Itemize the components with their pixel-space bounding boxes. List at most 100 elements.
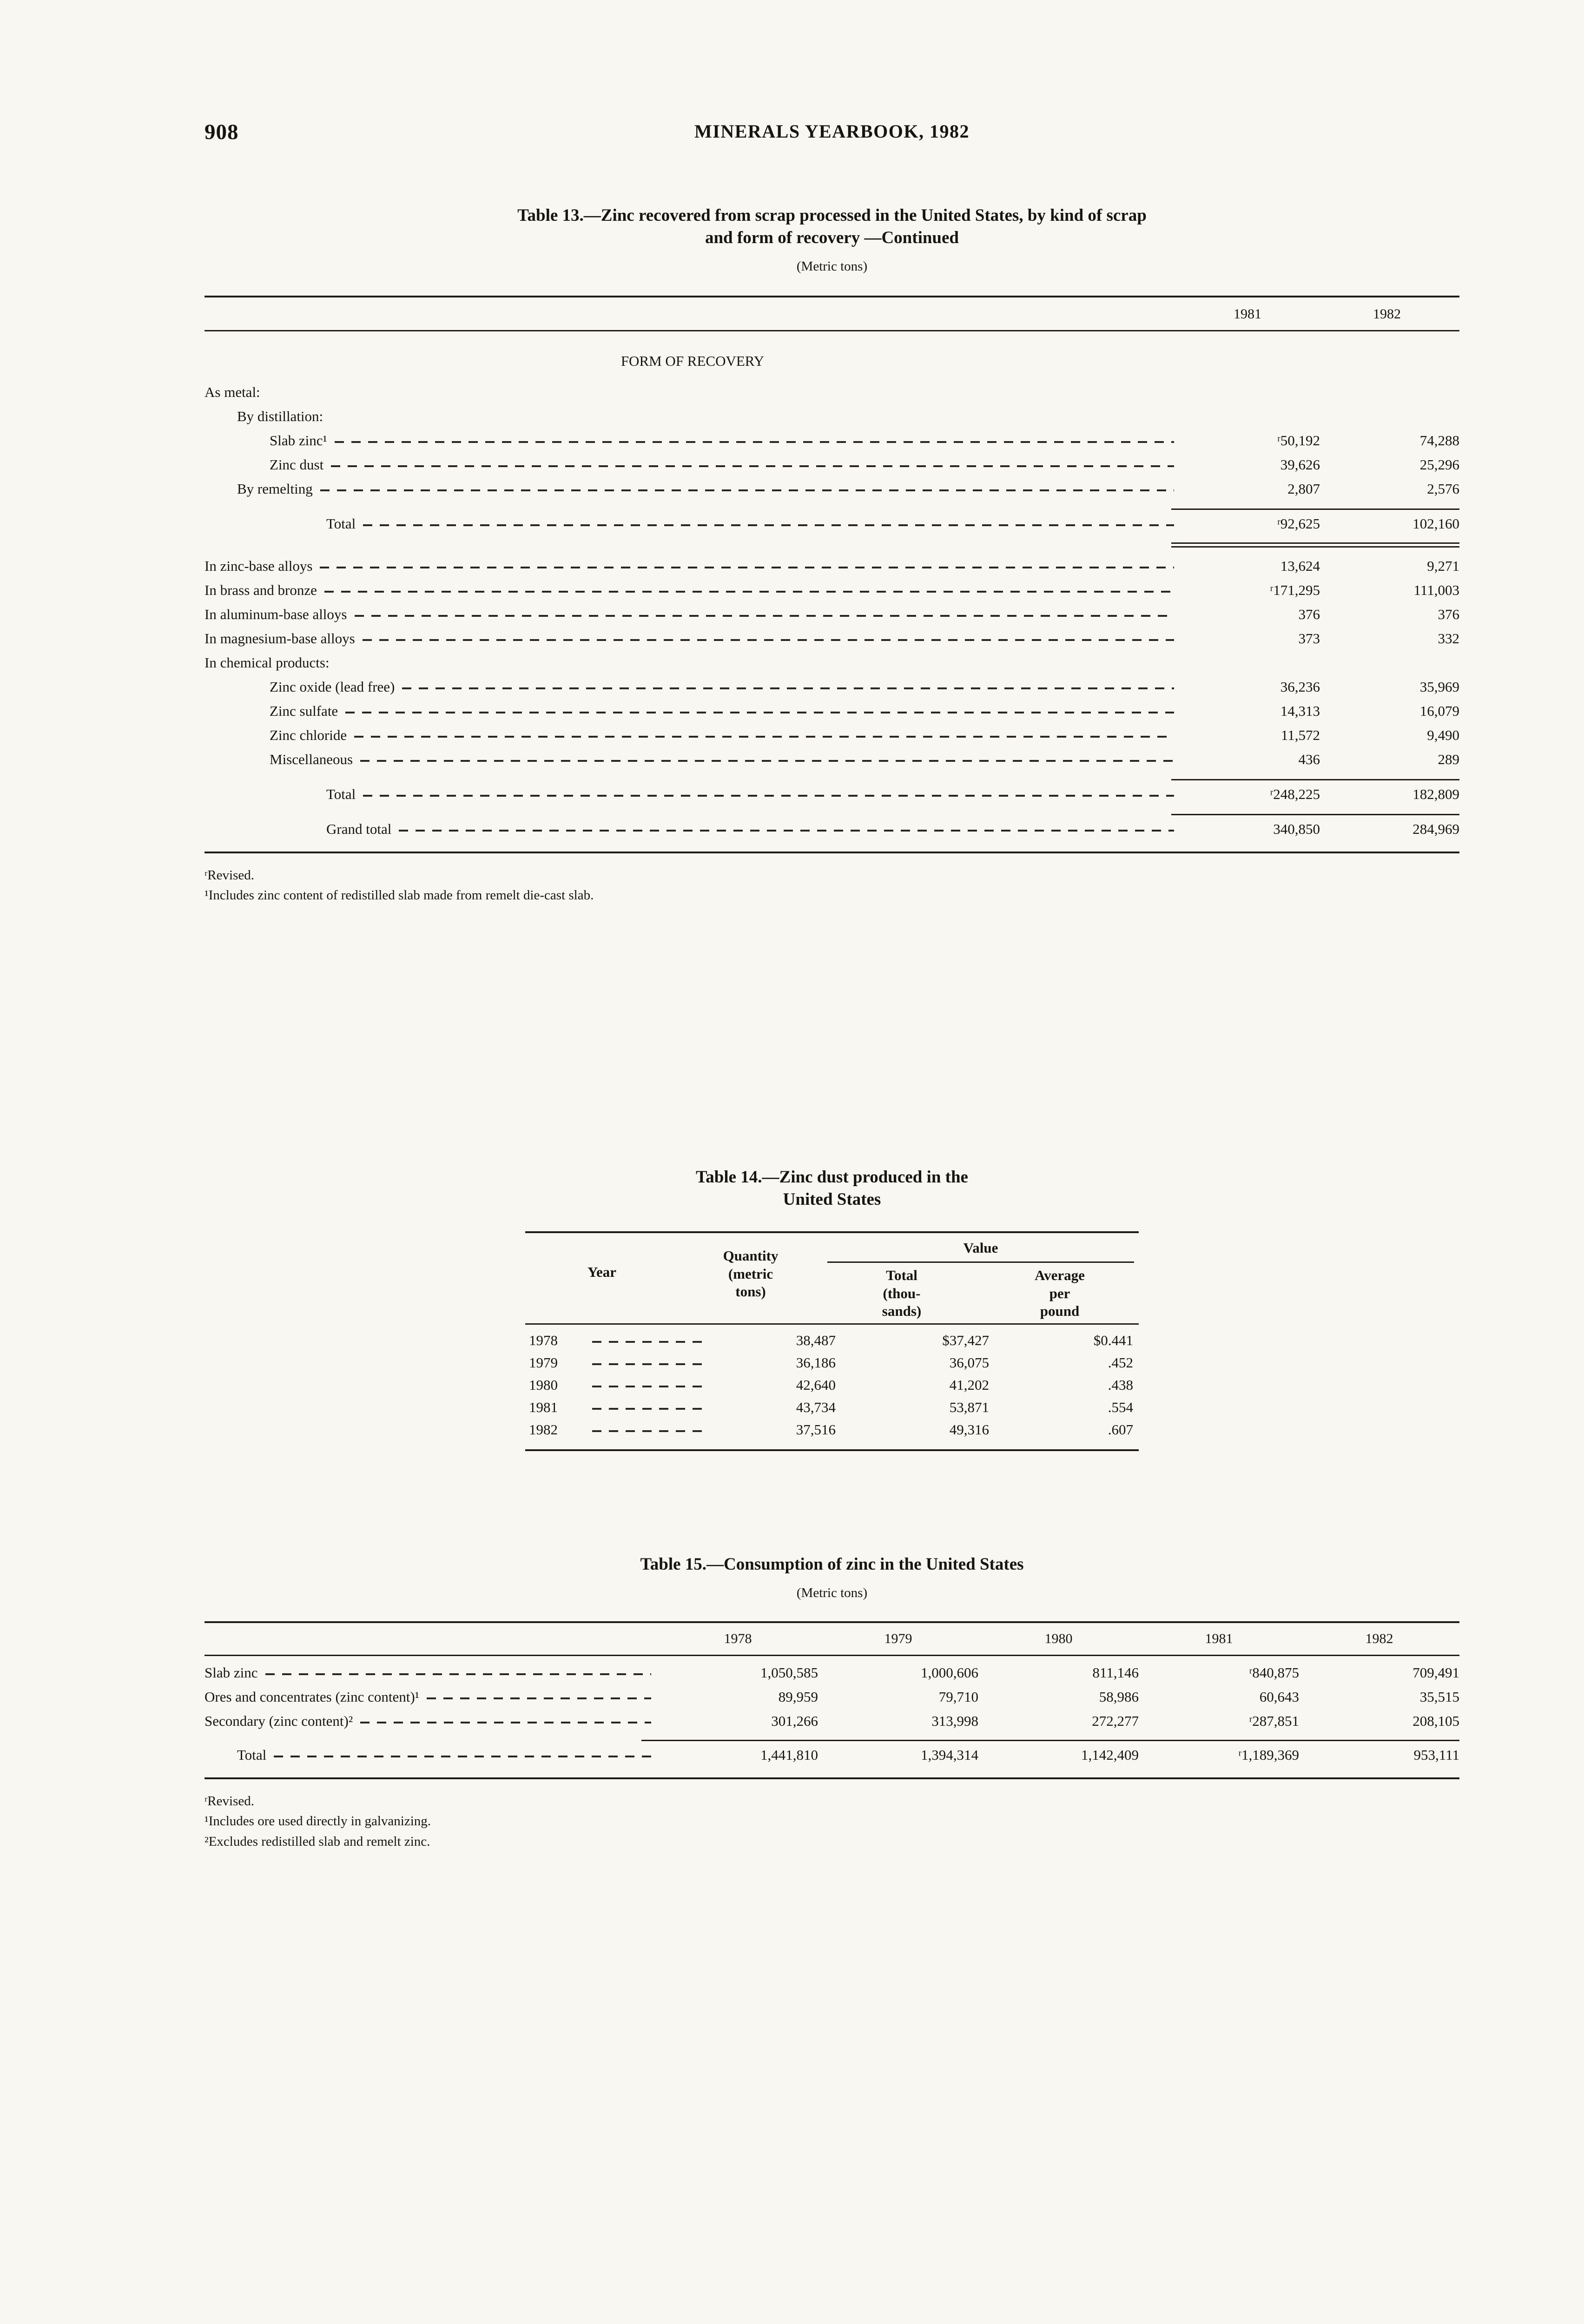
row-label: Secondary (zinc content)² xyxy=(205,1712,353,1729)
dash-leader xyxy=(592,1363,704,1366)
row-label: In brass and bronze xyxy=(205,581,317,598)
column-header-1981: 1981 xyxy=(1234,306,1261,322)
table13-header-rule xyxy=(205,330,1459,331)
dash-leader xyxy=(320,489,1174,491)
table-row-total: Total 1,441,810 1,394,314 1,142,409 ʳ1,1… xyxy=(205,1745,1459,1769)
cell-1981: 13,624 xyxy=(1280,557,1320,574)
table13-bottom-rule xyxy=(205,851,1459,853)
column-header-value: Value xyxy=(827,1238,1134,1263)
cell-1982: 332 xyxy=(1438,630,1460,647)
dash-leader xyxy=(402,687,1174,689)
dash-leader xyxy=(362,639,1174,641)
subtotal-rule xyxy=(1171,779,1459,780)
table13-section: Table 13.—Zinc recovered from scrap proc… xyxy=(205,205,1459,906)
table15: 1978 1979 1980 1981 1982 Slab zinc 1,050… xyxy=(205,1621,1459,1779)
cell-1982: 2,576 xyxy=(1427,480,1459,497)
row-label: Ores and concentrates (zinc content)¹ xyxy=(205,1688,420,1705)
table-row: In zinc-base alloys 13,624 9,271 xyxy=(205,556,1459,580)
cell-total-value: 41,202 xyxy=(949,1377,989,1393)
cell-1981: ʳ92,625 xyxy=(1277,515,1320,532)
cell-average: .554 xyxy=(1108,1399,1133,1416)
dash-leader xyxy=(320,566,1174,568)
cell-1982: 709,491 xyxy=(1412,1664,1459,1681)
table13-footnotes: ʳRevised. ¹Includes zinc content of redi… xyxy=(205,865,1459,906)
column-header-total: Total (thou- sands) xyxy=(882,1267,922,1320)
table14: Year Quantity (metric tons) Value Total … xyxy=(525,1231,1139,1452)
table-row: Zinc chloride 11,572 9,490 xyxy=(205,725,1459,749)
table15-year-header: 1978 1979 1980 1981 1982 xyxy=(205,1623,1459,1655)
cell-1981: 60,643 xyxy=(1259,1688,1299,1705)
table-row: As metal: xyxy=(205,382,1459,406)
cell-1979: 1,394,314 xyxy=(921,1746,978,1763)
cell-1981: 376 xyxy=(1298,606,1320,622)
row-label: By remelting xyxy=(237,480,313,497)
row-label: Total xyxy=(326,515,356,532)
row-label: Miscellaneous xyxy=(270,751,353,767)
dash-leader xyxy=(334,441,1174,443)
cell-1982: 208,105 xyxy=(1412,1712,1459,1729)
dash-leader xyxy=(354,614,1174,617)
cell-1982: 25,296 xyxy=(1419,456,1459,473)
table-row: By distillation: xyxy=(205,406,1459,430)
table14-title: Table 14.—Zinc dust produced in the Unit… xyxy=(205,1166,1459,1211)
total-rule xyxy=(641,1739,1459,1741)
table-row: 1978 38,487 $37,427 $0.441 xyxy=(525,1330,1139,1353)
cell-average: .438 xyxy=(1108,1377,1133,1393)
subtotal-rule xyxy=(1171,813,1459,815)
table15-rows: Slab zinc 1,050,585 1,000,606 811,146 ʳ8… xyxy=(205,1656,1459,1735)
table13-units: (Metric tons) xyxy=(796,259,868,274)
dash-leader xyxy=(331,465,1174,467)
cell-1979: 1,000,606 xyxy=(921,1664,978,1681)
table-row: 1982 37,516 49,316 .607 xyxy=(525,1419,1139,1442)
cell-1982: 284,969 xyxy=(1412,820,1459,837)
table-row: Zinc oxide (lead free) 36,236 35,969 xyxy=(205,677,1459,701)
table-row: Ores and concentrates (zinc content)¹ 89… xyxy=(205,1687,1459,1711)
cell-average: $0.441 xyxy=(1093,1332,1133,1349)
cell-average: .452 xyxy=(1108,1354,1133,1371)
cell-1980: 811,146 xyxy=(1092,1664,1139,1681)
cell-1978: 301,266 xyxy=(771,1712,818,1729)
cell-1980: 1,142,409 xyxy=(1081,1746,1139,1763)
value-column-group: Value Total (thou- sands) Average per po… xyxy=(823,1238,1139,1320)
page-number: 908 xyxy=(205,120,239,144)
dash-leader xyxy=(592,1341,704,1343)
running-head-title: MINERALS YEARBOOK, 1982 xyxy=(694,121,970,142)
column-header-1982: 1982 xyxy=(1373,306,1401,322)
table-row: In brass and bronze ʳ171,295 111,003 xyxy=(205,580,1459,604)
cell-total-value: 49,316 xyxy=(949,1421,989,1438)
table15-footnotes: ʳRevised. ¹Includes ore used directly in… xyxy=(205,1791,1459,1852)
cell-average: .607 xyxy=(1108,1421,1133,1438)
cell-quantity: 43,734 xyxy=(796,1399,836,1416)
cell-1982: 35,969 xyxy=(1419,678,1459,695)
dash-leader xyxy=(360,759,1174,762)
footnote: ¹Includes zinc content of redistilled sl… xyxy=(205,888,594,903)
table-row: 1980 42,640 41,202 .438 xyxy=(525,1375,1139,1397)
cell-1981: 340,850 xyxy=(1273,820,1320,837)
row-label: Zinc chloride xyxy=(270,726,347,743)
table-row: Slab zinc 1,050,585 1,000,606 811,146 ʳ8… xyxy=(205,1663,1459,1687)
table-row: In chemical products: xyxy=(205,653,1459,677)
table-row: Zinc dust 39,626 25,296 xyxy=(205,455,1459,479)
table-row: Slab zinc¹ ʳ50,192 74,288 xyxy=(205,430,1459,455)
cell-year: 1979 xyxy=(529,1354,558,1371)
table15-header-rule xyxy=(205,1654,1459,1656)
table-row: 1981 43,734 53,871 .554 xyxy=(525,1397,1139,1419)
table-row: In aluminum-base alloys 376 376 xyxy=(205,604,1459,628)
cell-1982: 376 xyxy=(1438,606,1460,622)
cell-1981: 436 xyxy=(1298,751,1320,767)
table14-bottom-rule xyxy=(525,1449,1139,1452)
row-label: In aluminum-base alloys xyxy=(205,606,347,622)
row-label: Zinc dust xyxy=(270,456,324,473)
table-row-grand-total: Grand total 340,850 284,969 xyxy=(205,819,1459,843)
footnote: ʳRevised. xyxy=(205,1793,254,1809)
table-row: By remelting 2,807 2,576 xyxy=(205,479,1459,503)
table14-top-rule xyxy=(525,1231,1139,1233)
cell-total-value: $37,427 xyxy=(942,1332,989,1349)
cell-total-value: 36,075 xyxy=(949,1354,989,1371)
cell-quantity: 42,640 xyxy=(796,1377,836,1393)
row-label: In zinc-base alloys xyxy=(205,557,313,574)
cell-1981: 36,236 xyxy=(1280,678,1320,695)
column-header-1982: 1982 xyxy=(1365,1631,1393,1647)
cell-quantity: 36,186 xyxy=(796,1354,836,1371)
